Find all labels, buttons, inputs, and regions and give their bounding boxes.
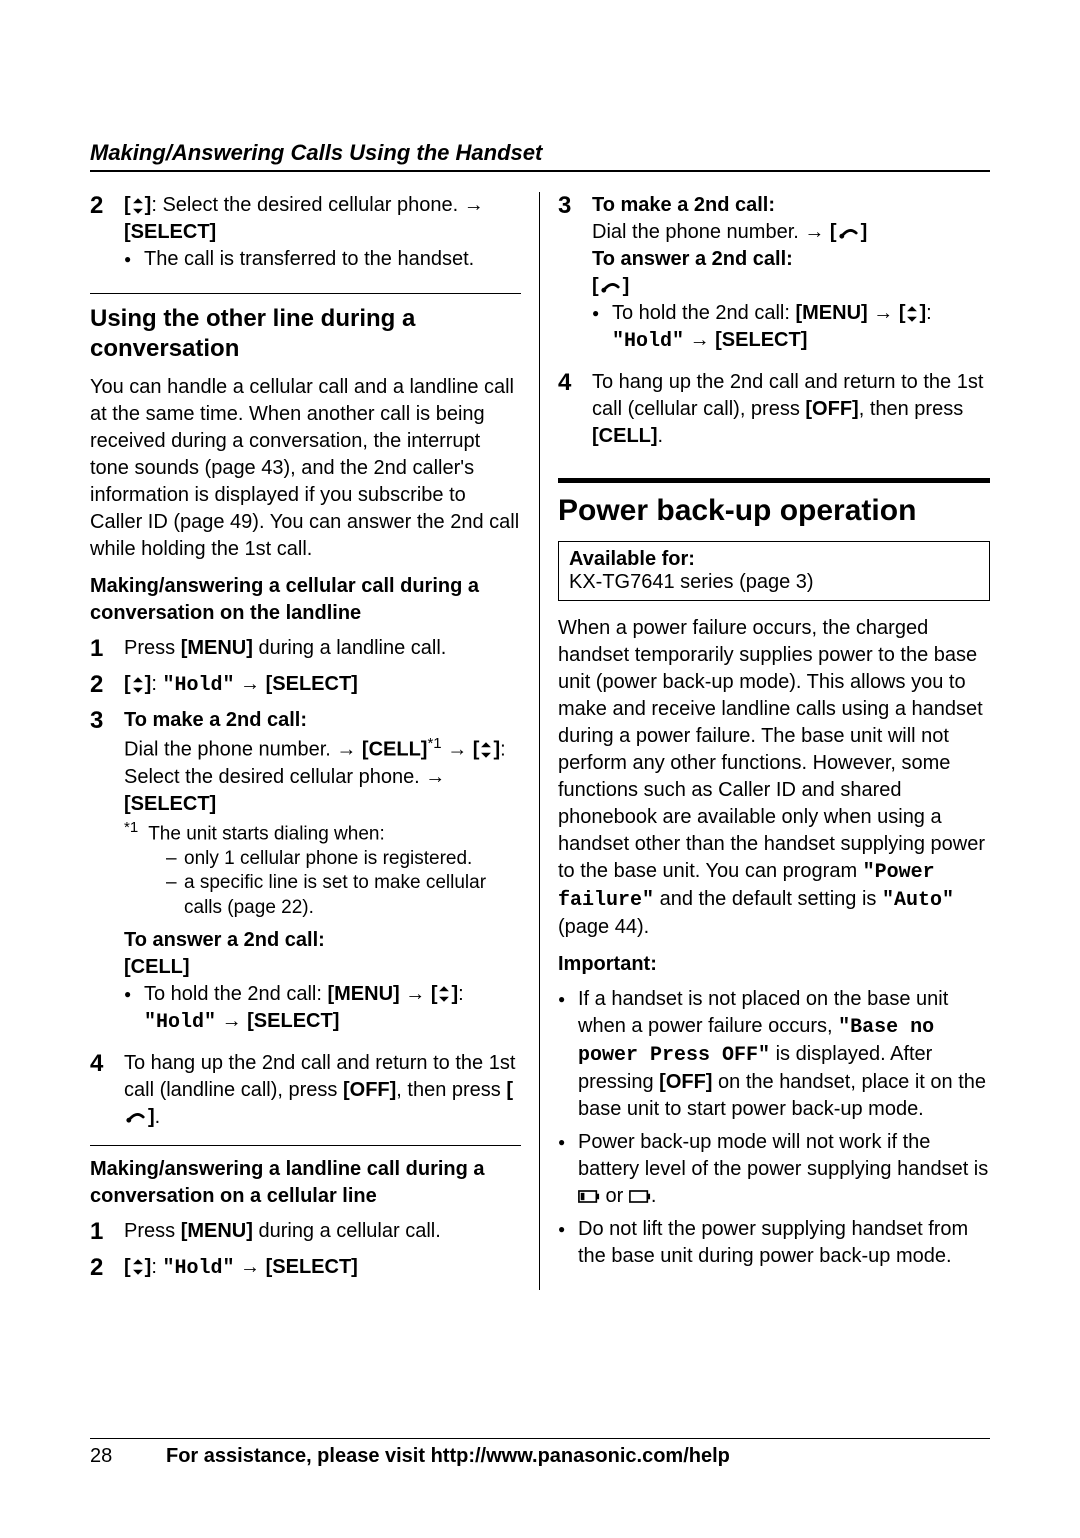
sub-heading: Making/answering a landline call during … bbox=[90, 1156, 521, 1210]
right-step4: 4 To hang up the 2nd call and return to … bbox=[558, 369, 990, 450]
bullet-item: Do not lift the power supplying handset … bbox=[558, 1216, 990, 1270]
right-column: 3 To make a 2nd call: Dial the phone num… bbox=[540, 192, 990, 1290]
page-number: 28 bbox=[90, 1445, 166, 1468]
section-heading: Using the other line during a conversati… bbox=[90, 304, 521, 364]
available-for-box: Available for: KX-TG7641 series (page 3) bbox=[558, 541, 990, 601]
content-columns: 2 []: Select the desired cellular phone.… bbox=[90, 192, 990, 1290]
bullet-item: To hold the 2nd call: [MENU] → []: "Hold… bbox=[592, 300, 990, 355]
bullet-item: The call is transferred to the handset. bbox=[124, 246, 521, 273]
nav-icon bbox=[131, 197, 145, 215]
battery-low-icon bbox=[578, 1190, 600, 1203]
divider bbox=[90, 1145, 521, 1146]
footnote: *1The unit starts dialing when: only 1 c… bbox=[150, 818, 521, 921]
nav-icon bbox=[437, 985, 451, 1003]
power-heading: Power back-up operation bbox=[558, 493, 990, 529]
bullet-item: If a handset is not placed on the base u… bbox=[558, 986, 990, 1123]
sub2-step1: 1 Press [MENU] during a cellular call. bbox=[90, 1218, 521, 1246]
right-step3: 3 To make a 2nd call: Dial the phone num… bbox=[558, 192, 990, 361]
talk-icon bbox=[124, 1109, 148, 1125]
bullet-item: To hold the 2nd call: [MENU] → []: "Hold… bbox=[124, 981, 521, 1036]
sub1-step1: 1 Press [MENU] during a landline call. bbox=[90, 635, 521, 663]
step-body: []: Select the desired cellular phone. →… bbox=[124, 192, 521, 279]
important-label: Important: bbox=[558, 951, 990, 978]
left-column: 2 []: Select the desired cellular phone.… bbox=[90, 192, 540, 1290]
nav-icon bbox=[479, 741, 493, 759]
important-list: If a handset is not placed on the base u… bbox=[558, 986, 990, 1270]
thick-divider bbox=[558, 478, 990, 483]
sub1-step3: 3 To make a 2nd call: Dial the phone num… bbox=[90, 707, 521, 1042]
header-title: Making/Answering Calls Using the Handset bbox=[90, 140, 990, 172]
battery-empty-icon bbox=[629, 1190, 651, 1203]
page-footer: 28 For assistance, please visit http://w… bbox=[90, 1438, 990, 1468]
sub-heading: Making/answering a cellular call during … bbox=[90, 573, 521, 627]
page-header: Making/Answering Calls Using the Handset bbox=[90, 140, 990, 172]
nav-icon bbox=[131, 676, 145, 694]
sub2-step2: 2 []: "Hold" → [SELECT] bbox=[90, 1254, 521, 1282]
step-number: 2 bbox=[90, 192, 124, 279]
sub1-step2: 2 []: "Hold" → [SELECT] bbox=[90, 671, 521, 699]
bullet-item: Power back-up mode will not work if the … bbox=[558, 1129, 990, 1210]
talk-icon bbox=[599, 279, 623, 295]
divider bbox=[90, 293, 521, 294]
sub1-step4: 4 To hang up the 2nd call and return to … bbox=[90, 1050, 521, 1131]
step-2-transfer: 2 []: Select the desired cellular phone.… bbox=[90, 192, 521, 279]
nav-icon bbox=[131, 1258, 145, 1276]
footer-text: For assistance, please visit http://www.… bbox=[166, 1445, 730, 1468]
section-paragraph: You can handle a cellular call and a lan… bbox=[90, 374, 521, 563]
nav-icon bbox=[905, 305, 919, 323]
talk-icon bbox=[837, 225, 861, 241]
power-paragraph: When a power failure occurs, the charged… bbox=[558, 615, 990, 941]
